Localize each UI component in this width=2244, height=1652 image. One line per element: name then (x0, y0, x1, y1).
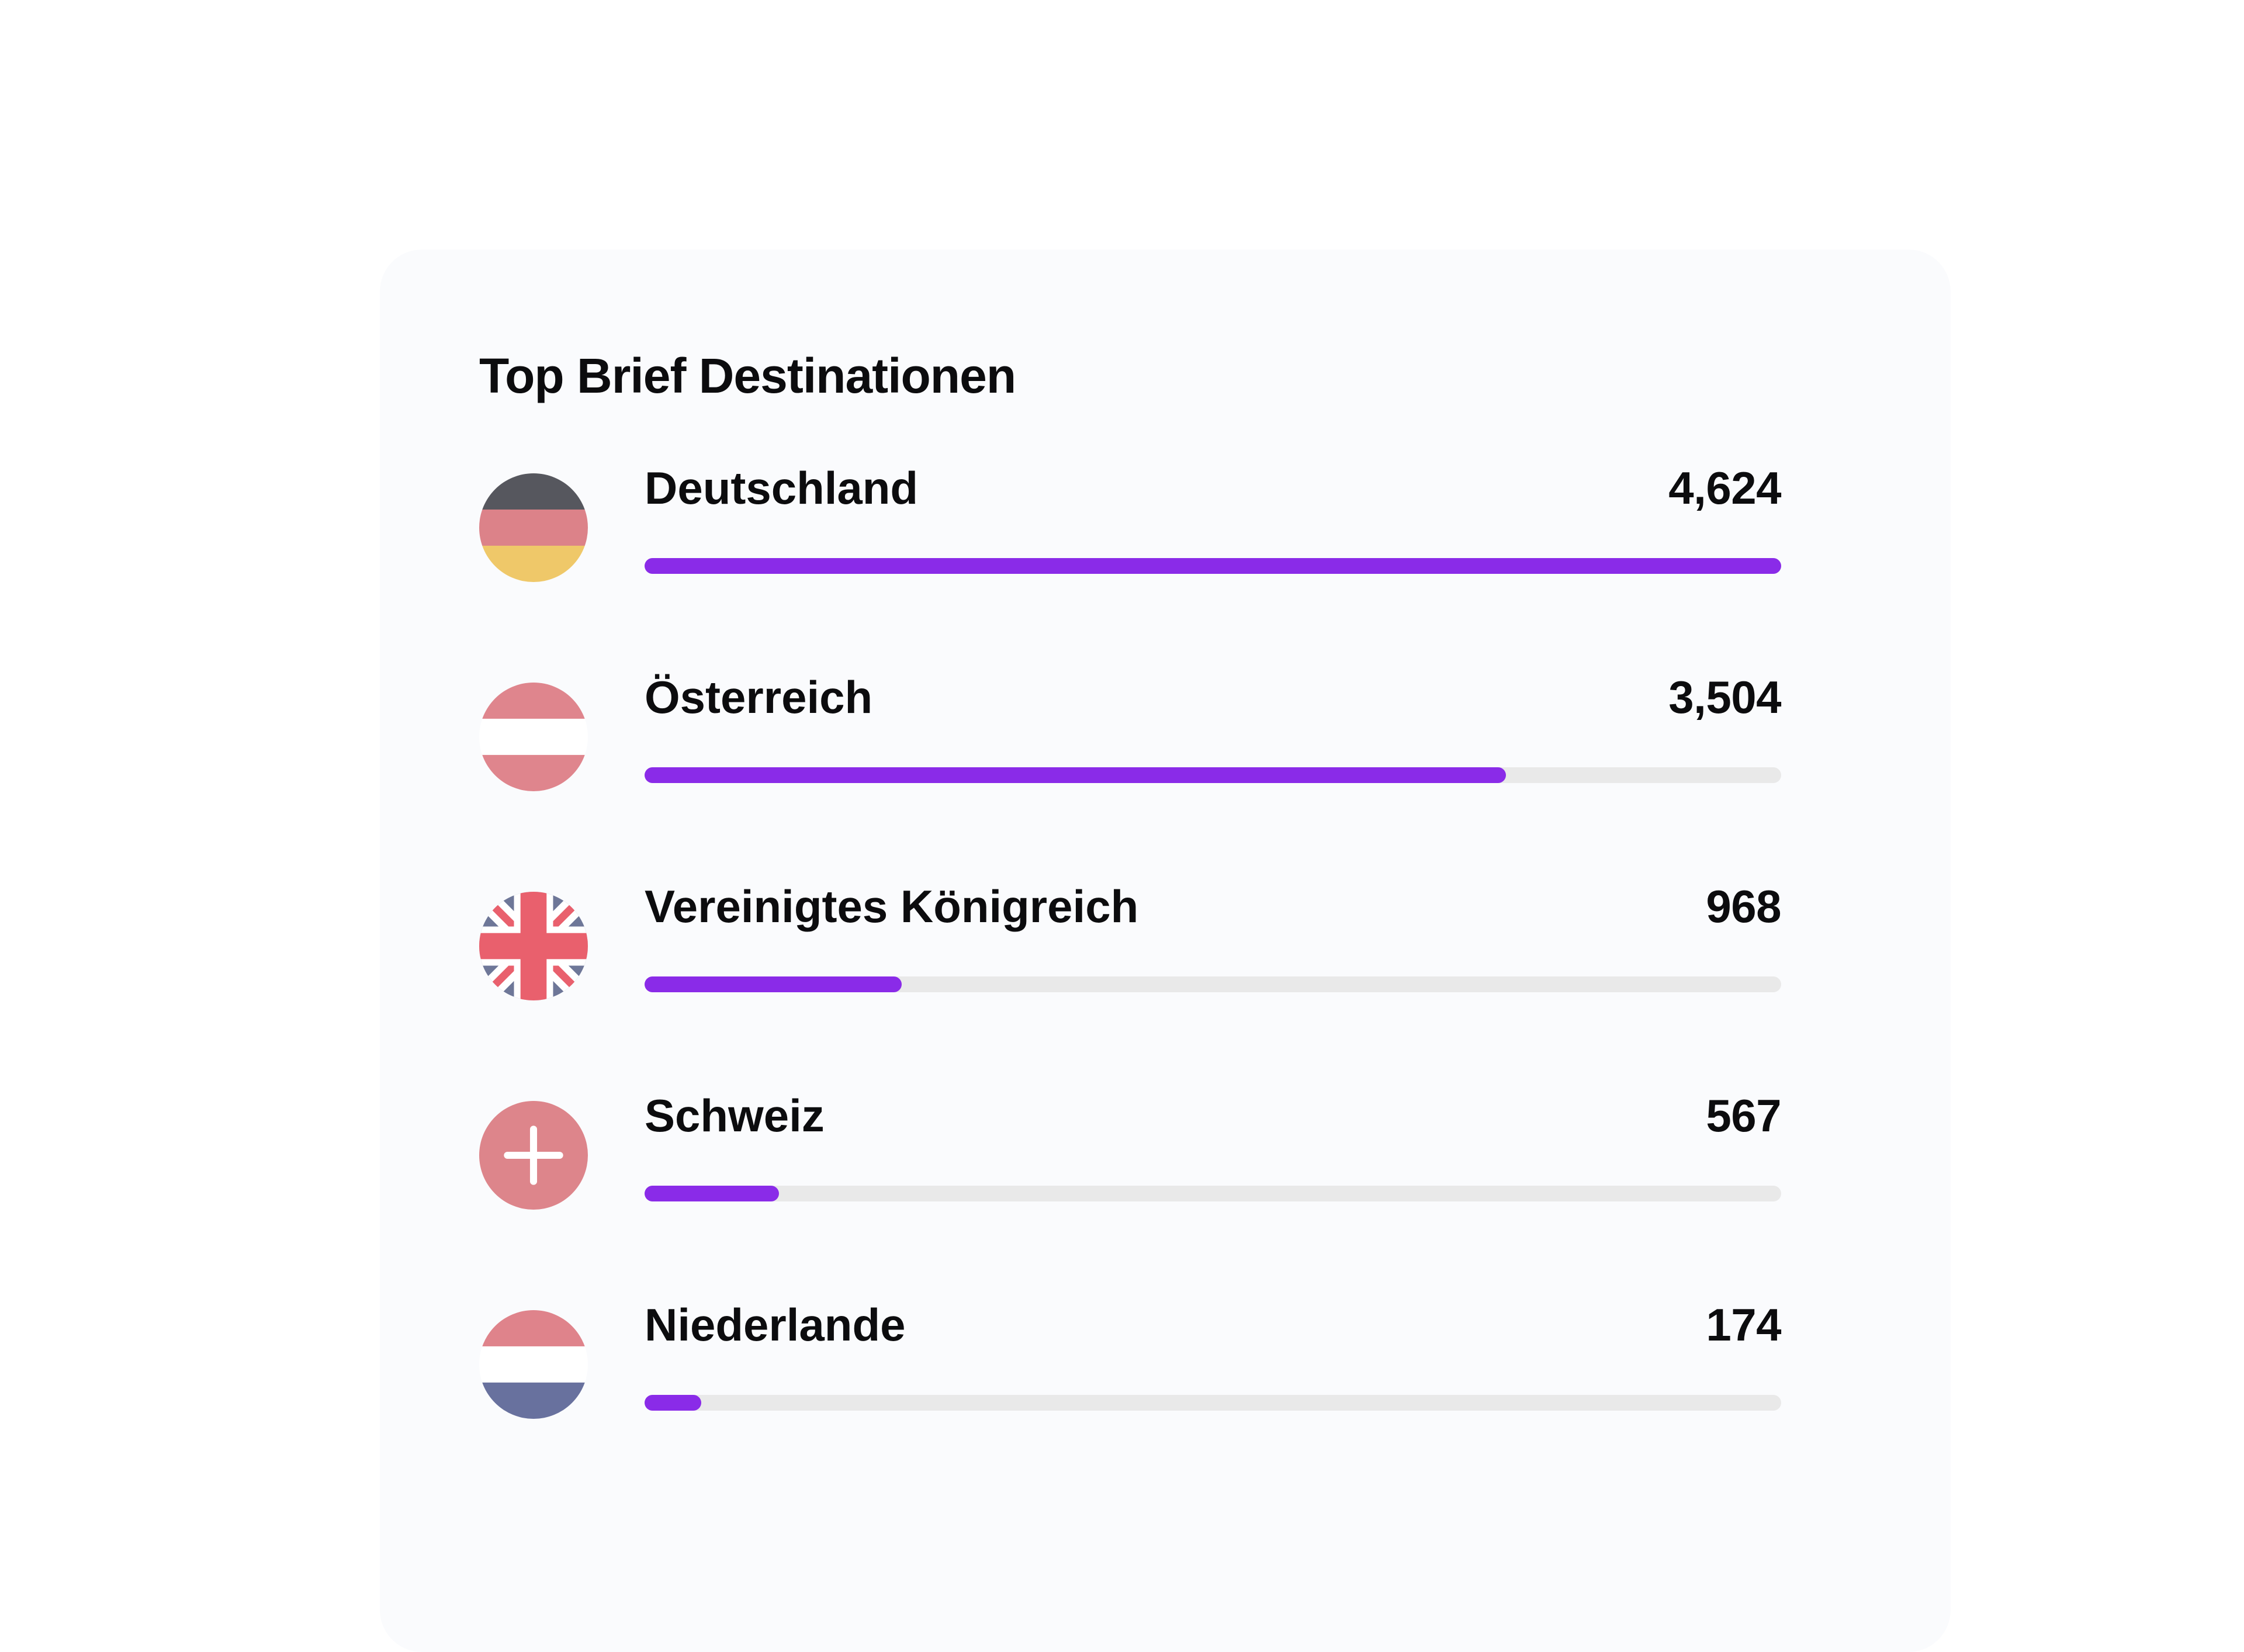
destination-label: Vereinigtes Königreich (645, 880, 1139, 932)
destination-label: Schweiz (645, 1089, 825, 1141)
progress-track (645, 767, 1781, 783)
progress-track (645, 1394, 1781, 1411)
destination-row: Österreich 3,504 (479, 671, 1781, 791)
destination-label: Österreich (645, 671, 873, 723)
progress-track (645, 976, 1781, 992)
progress-track (645, 1185, 1781, 1201)
destination-value: 968 (1706, 880, 1781, 932)
progress-fill (645, 767, 1507, 783)
card-title: Top Brief Destinationen (479, 348, 1016, 403)
destination-value: 567 (1706, 1089, 1781, 1141)
switzerland-flag-icon (479, 1100, 588, 1210)
destination-row: Schweiz 567 (479, 1090, 1781, 1210)
progress-fill (645, 557, 1781, 574)
destination-row: Deutschland 4,624 (479, 462, 1781, 582)
destination-row: Niederlande 174 (479, 1299, 1781, 1419)
top-brief-destinationen-card: Top Brief Destinationen Deutschland 4,62… (380, 250, 1951, 1652)
destination-value: 174 (1706, 1298, 1781, 1350)
progress-fill (645, 1185, 779, 1201)
destination-list: Deutschland 4,624 Österreich 3,504 Verei… (479, 462, 1781, 1419)
destination-label: Deutschland (645, 462, 919, 514)
progress-fill (645, 1394, 702, 1411)
progress-track (645, 557, 1781, 574)
united-kingdom-flag-icon (479, 891, 588, 1000)
austria-flag-icon (479, 682, 588, 791)
destination-value: 3,504 (1668, 671, 1781, 723)
destination-value: 4,624 (1668, 462, 1781, 514)
destination-label: Niederlande (645, 1298, 906, 1350)
progress-fill (645, 976, 902, 992)
destination-row: Vereinigtes Königreich 968 (479, 881, 1781, 1000)
germany-flag-icon (479, 473, 588, 582)
netherlands-flag-icon (479, 1310, 588, 1419)
